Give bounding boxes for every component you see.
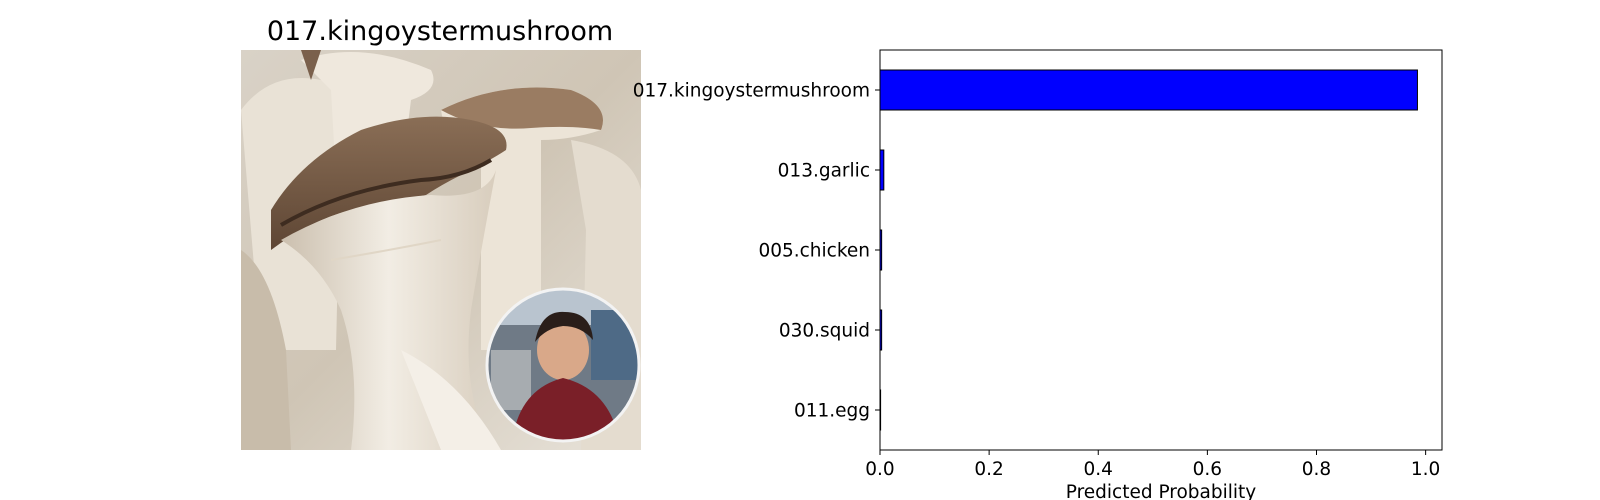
y-tick-label: 013.garlic [778,161,870,182]
image-title: 017.kingoystermushroom [266,16,614,47]
y-tick-label: 005.chicken [758,241,870,262]
bar-017.kingoystermushroom [879,69,1418,111]
x-axis-label: Predicted Probability [1066,482,1257,500]
y-tick-label: 017.kingoystermushroom [633,81,870,102]
x-tick-label: 0.4 [1084,459,1113,480]
mushroom-photo [241,50,641,450]
bars-layer [879,69,1418,431]
x-tick-label: 1.0 [1411,459,1440,480]
x-ticks: 0.0 0.2 0.4 0.6 0.8 1.0 [865,450,1440,480]
y-ticks: 017.kingoystermushroom 013.garlic 005.chic… [633,81,880,422]
x-tick-label: 0.6 [1193,459,1222,480]
x-tick-label: 0.8 [1302,459,1331,480]
y-tick-label: 030.squid [779,321,870,342]
x-tick-label: 0.0 [865,459,894,480]
x-tick-label: 0.2 [974,459,1003,480]
bar-013.garlic [879,149,885,191]
y-tick-label: 011.egg [794,401,870,422]
